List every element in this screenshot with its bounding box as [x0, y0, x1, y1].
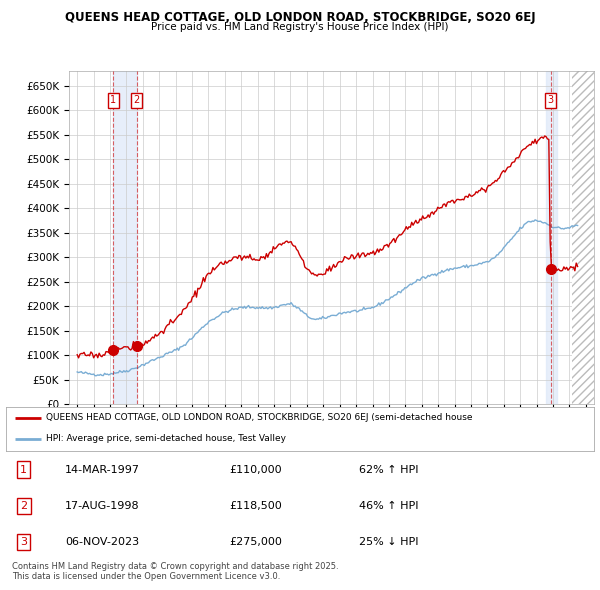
Bar: [572, 71, 594, 404]
Text: £110,000: £110,000: [229, 465, 282, 475]
Text: £118,500: £118,500: [229, 501, 282, 511]
Text: 17-AUG-1998: 17-AUG-1998: [65, 501, 139, 511]
Text: 1: 1: [20, 465, 27, 475]
Text: 3: 3: [20, 537, 27, 547]
Text: £275,000: £275,000: [229, 537, 283, 547]
Bar: [113, 71, 137, 404]
Text: QUEENS HEAD COTTAGE, OLD LONDON ROAD, STOCKBRIDGE, SO20 6EJ: QUEENS HEAD COTTAGE, OLD LONDON ROAD, ST…: [65, 11, 535, 24]
Text: 14-MAR-1997: 14-MAR-1997: [65, 465, 140, 475]
Text: Price paid vs. HM Land Registry's House Price Index (HPI): Price paid vs. HM Land Registry's House …: [151, 22, 449, 32]
Text: 62% ↑ HPI: 62% ↑ HPI: [359, 465, 418, 475]
Text: 1: 1: [110, 95, 116, 105]
Text: 25% ↓ HPI: 25% ↓ HPI: [359, 537, 418, 547]
Text: HPI: Average price, semi-detached house, Test Valley: HPI: Average price, semi-detached house,…: [46, 434, 286, 444]
Text: 06-NOV-2023: 06-NOV-2023: [65, 537, 139, 547]
Bar: [547, 71, 557, 404]
Text: Contains HM Land Registry data © Crown copyright and database right 2025.
This d: Contains HM Land Registry data © Crown c…: [12, 562, 338, 581]
Text: 2: 2: [20, 501, 27, 511]
Text: QUEENS HEAD COTTAGE, OLD LONDON ROAD, STOCKBRIDGE, SO20 6EJ (semi-detached house: QUEENS HEAD COTTAGE, OLD LONDON ROAD, ST…: [46, 413, 472, 422]
Text: 2: 2: [134, 95, 140, 105]
Bar: [572, 71, 594, 404]
Text: 3: 3: [547, 95, 554, 105]
Text: 46% ↑ HPI: 46% ↑ HPI: [359, 501, 418, 511]
